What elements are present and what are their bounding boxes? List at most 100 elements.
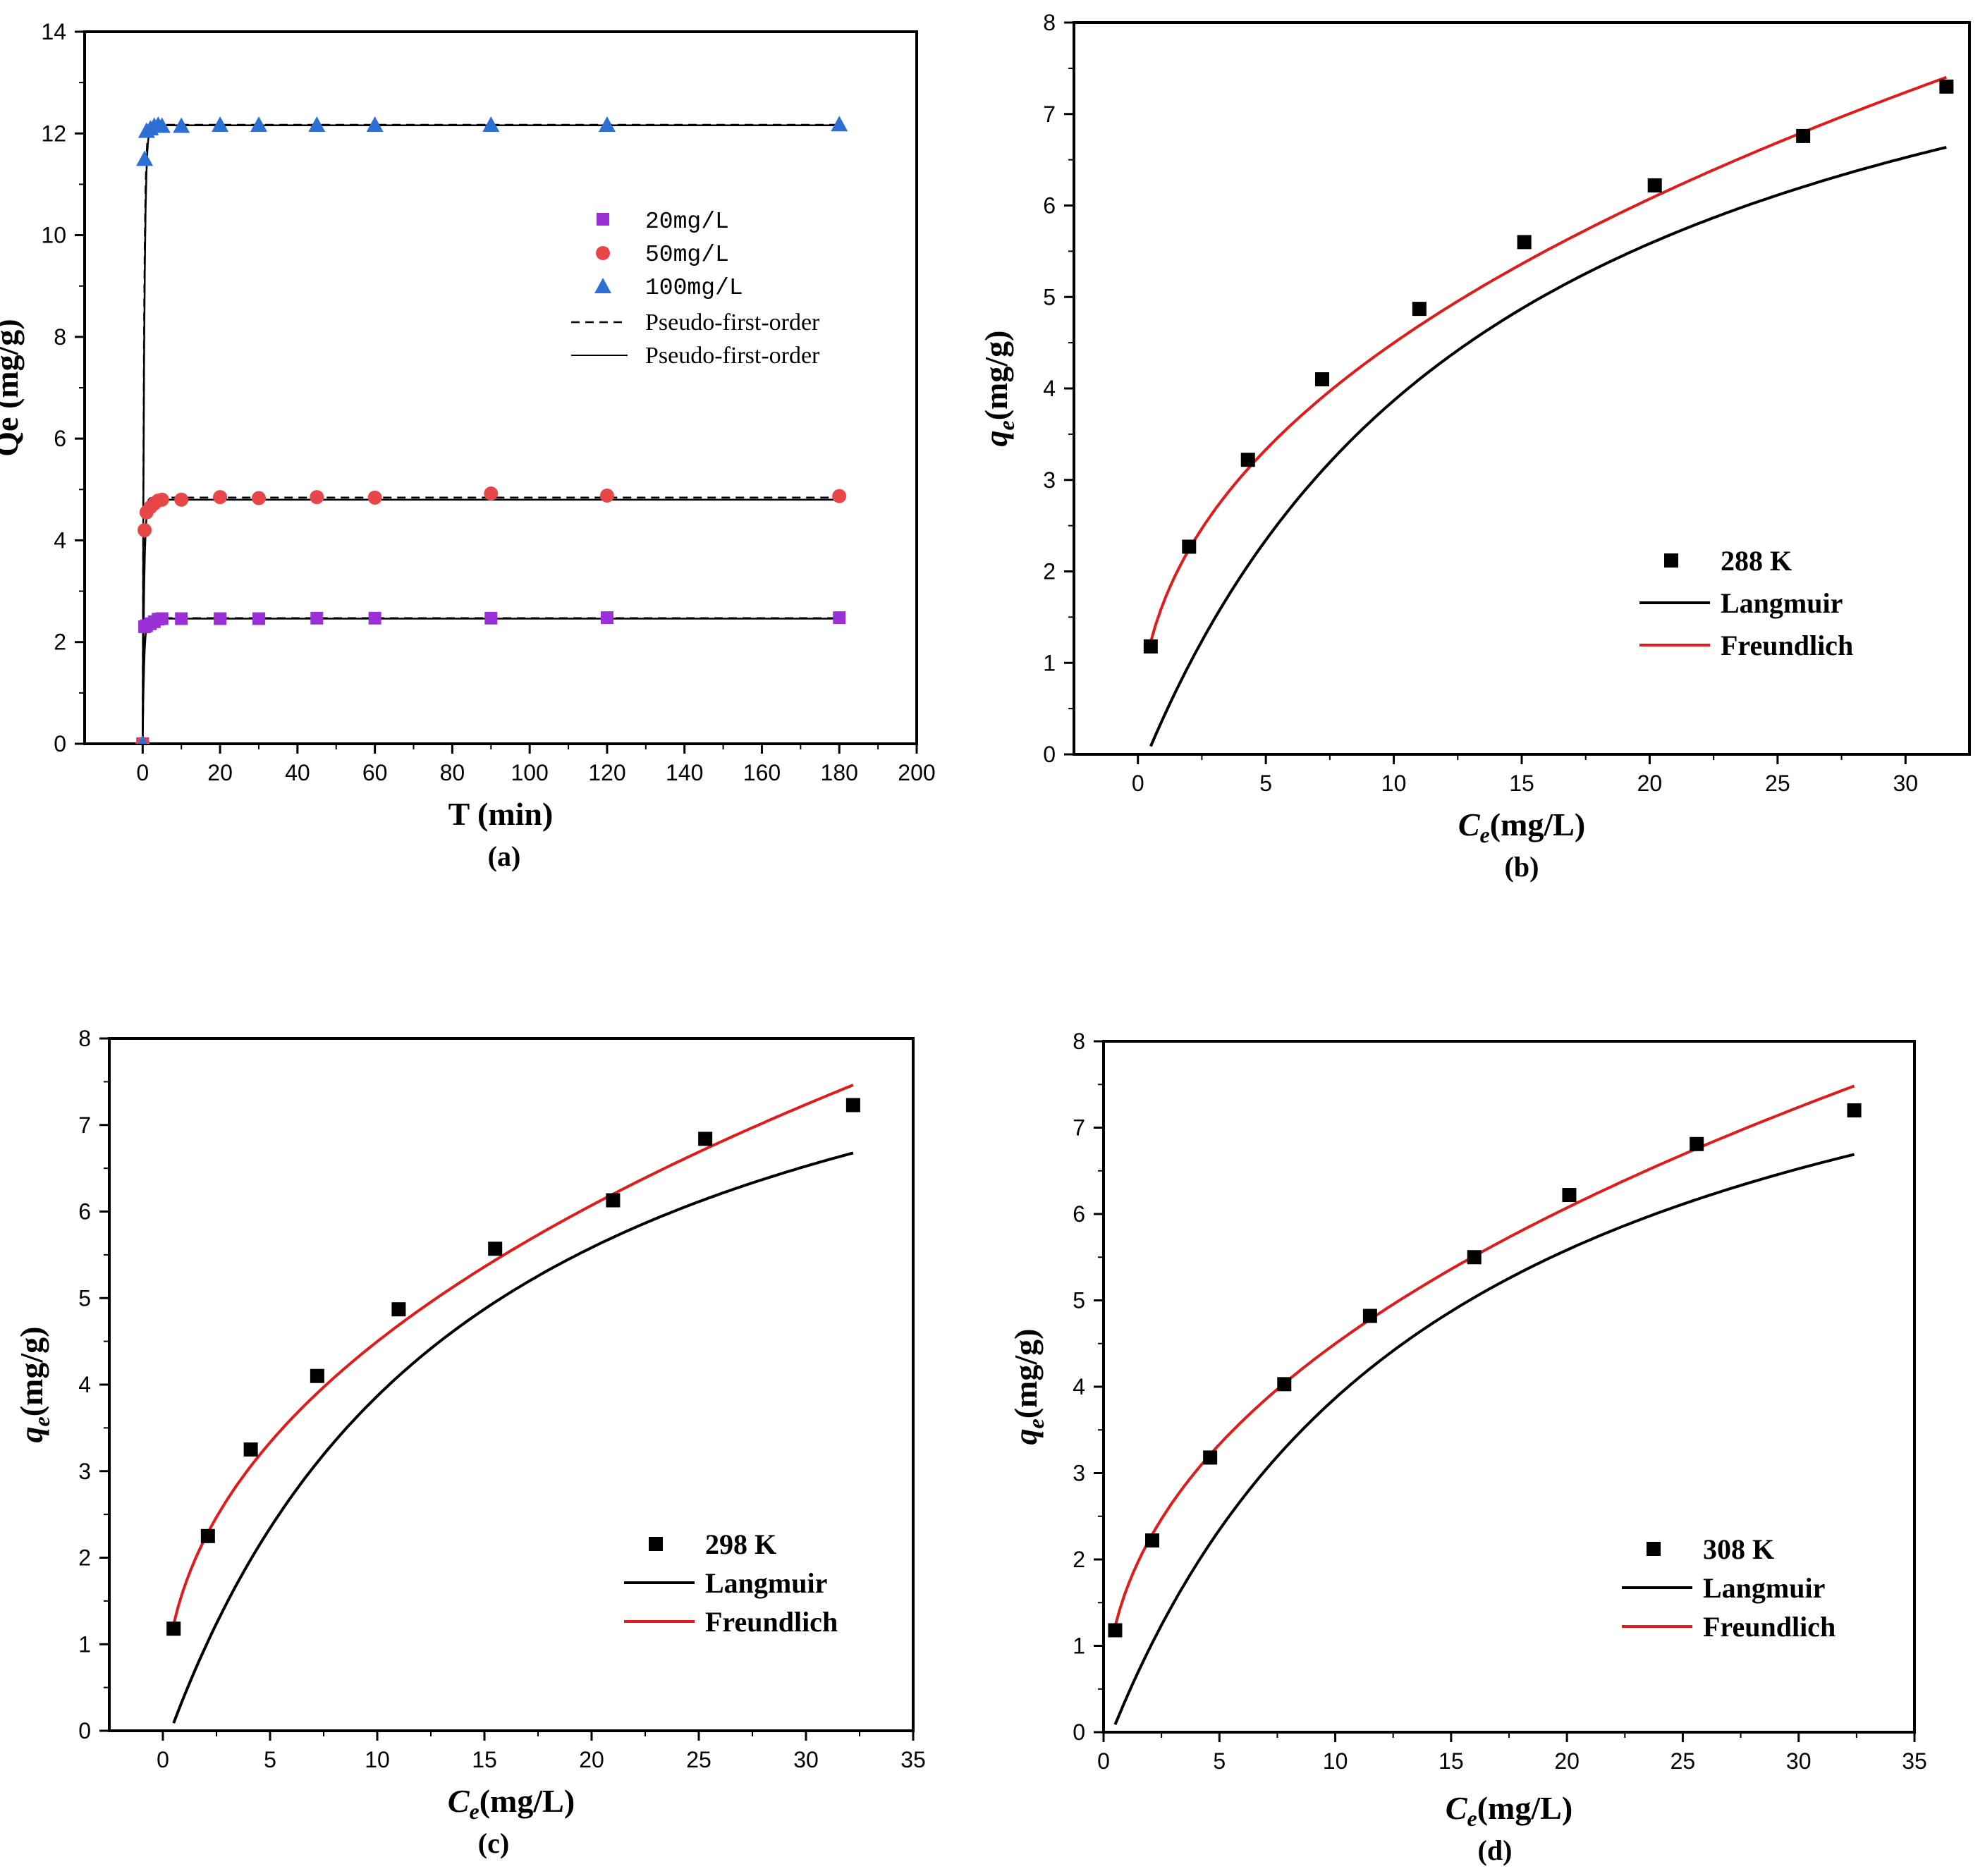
legend-label: Pseudo-first-order [645, 343, 820, 369]
legend-label: 308 K [1703, 1533, 1774, 1565]
x-axis-subscript: e [470, 1798, 480, 1824]
y-axis-title: qe(mg/g) [1008, 1329, 1049, 1445]
series-0-point-6 [1647, 178, 1662, 192]
series-0-point-0 [166, 1621, 181, 1636]
panel-d: 0 5 10 15 20 25 30 35012345678Ce(mg/L)qe(mg/g)(… [1008, 1029, 1927, 1866]
x-tick-label: 20 [1554, 1748, 1580, 1774]
x-tick-label: 100 [511, 760, 548, 785]
y-tick-label: 3 [1073, 1461, 1085, 1486]
x-tick-label: 120 [588, 760, 625, 785]
series-0-point-3 [310, 1368, 324, 1383]
legend-label: 20mg/L [645, 209, 729, 235]
y-axis-title: qe(mg/g) [978, 331, 1019, 447]
x-tick-label: 160 [743, 760, 781, 785]
langmuir-curve [172, 1151, 854, 1724]
legend-swatch [594, 278, 611, 293]
series-1-point-12 [484, 486, 499, 501]
series-0-point-10 [310, 611, 324, 625]
y-tick-label: 7 [78, 1112, 91, 1138]
series-0-point-3 [1277, 1377, 1292, 1392]
series-0-point-4 [1362, 1308, 1377, 1323]
series-1-point-13 [599, 488, 614, 503]
y-tick-label: 3 [1043, 467, 1056, 493]
series-0-point-8 [845, 1098, 860, 1112]
series-0-point-1 [1182, 539, 1197, 554]
series-0-point-8 [214, 612, 227, 625]
freundlich-curve [1113, 1084, 1855, 1626]
legend-swatch [649, 1537, 663, 1551]
series-1-point-1 [138, 523, 152, 537]
x-tick-label: 5 [1259, 771, 1272, 796]
y-tick-label: 6 [1043, 193, 1056, 219]
series-2-point-7 [173, 117, 190, 133]
legend-item-0: 308 K [1647, 1533, 1774, 1565]
y-tick-label: 5 [78, 1285, 91, 1311]
series-0-point-2 [1203, 1450, 1218, 1465]
y-tick-label: 4 [54, 527, 66, 553]
legend-label: 298 K [705, 1528, 776, 1560]
series-0-point-9 [252, 612, 265, 625]
x-tick-label: 10 [1323, 1748, 1348, 1774]
y-tick-label: 7 [1073, 1115, 1085, 1141]
x-axis-symbol: C [448, 1783, 470, 1819]
series-0-point-7 [175, 612, 188, 625]
series-0-point-5 [488, 1242, 503, 1256]
x-tick-label: 10 [1381, 771, 1407, 796]
y-axis-symbol: q [13, 1426, 49, 1442]
y-tick-label: 8 [1073, 1029, 1085, 1054]
langmuir-curve [1113, 1153, 1855, 1725]
x-tick-label: 25 [1765, 771, 1790, 796]
x-tick-label: 0 [1097, 1748, 1110, 1774]
legend-label: 288 K [1721, 545, 1792, 577]
legend-item-2: 100mg/L [594, 275, 743, 301]
x-tick-label: 35 [900, 1747, 926, 1772]
x-tick-label: 0 [1132, 771, 1144, 796]
x-tick-label: 200 [898, 760, 935, 785]
series-0-point-7 [1796, 128, 1811, 143]
series-2-point-13 [598, 116, 616, 133]
legend-item-1: Langmuir [624, 1567, 827, 1599]
legend-item-2: Freundlich [1639, 630, 1853, 661]
y-axis-unit: (mg/g) [978, 331, 1014, 421]
series-4-fit-curve-0 [142, 618, 840, 744]
freundlich-curve [172, 1084, 854, 1625]
y-tick-label: 2 [1073, 1547, 1085, 1572]
y-tick-label: 1 [1043, 650, 1056, 675]
series-1-point-6 [154, 492, 169, 507]
x-tick-label: 35 [1902, 1748, 1927, 1774]
y-tick-label: 8 [1043, 10, 1056, 35]
y-tick-label: 5 [1043, 284, 1056, 309]
y-tick-label: 2 [78, 1545, 91, 1571]
x-tick-label: 60 [362, 760, 388, 785]
series-0-point-6 [606, 1193, 621, 1208]
plot-area [135, 116, 848, 744]
legend-item-4: Pseudo-first-order [571, 343, 820, 369]
x-tick-label: 30 [793, 1747, 819, 1772]
series-0-point-1 [200, 1528, 215, 1543]
y-tick-label: 7 [1043, 102, 1056, 127]
y-axis-unit: (mg/g) [13, 1327, 49, 1417]
freundlich-curve [1149, 75, 1947, 642]
series-0-point-6 [1562, 1188, 1577, 1203]
series-0-point-2 [1240, 453, 1255, 467]
legend-item-2: Freundlich [624, 1606, 838, 1638]
panel-b: 0 5 10 15 20 25 30012345678Ce(mg/L)qe(mg/g)(b)… [978, 10, 1971, 883]
series-0-point-5 [1517, 235, 1532, 250]
y-tick-label: 12 [41, 121, 66, 146]
y-tick-label: 4 [78, 1372, 91, 1397]
legend-label: Langmuir [1721, 587, 1843, 619]
series-2-point-1 [136, 150, 154, 166]
y-axis-subscript: e [29, 1416, 54, 1426]
series-2-point-10 [308, 116, 326, 133]
legend-item-1: Langmuir [1639, 587, 1843, 619]
legend-item-0: 288 K [1664, 545, 1792, 577]
x-axis-unit: (mg/L) [480, 1783, 575, 1819]
x-tick-label: 20 [1637, 771, 1663, 796]
y-tick-label: 10 [41, 223, 66, 248]
series-2-point-8 [212, 116, 229, 133]
x-axis-title: Ce(mg/L) [1458, 807, 1585, 847]
legend-swatch [1647, 1542, 1661, 1556]
legend-label: 100mg/L [645, 275, 743, 301]
legend-label: Freundlich [1721, 630, 1853, 661]
y-tick-label: 2 [54, 630, 66, 655]
